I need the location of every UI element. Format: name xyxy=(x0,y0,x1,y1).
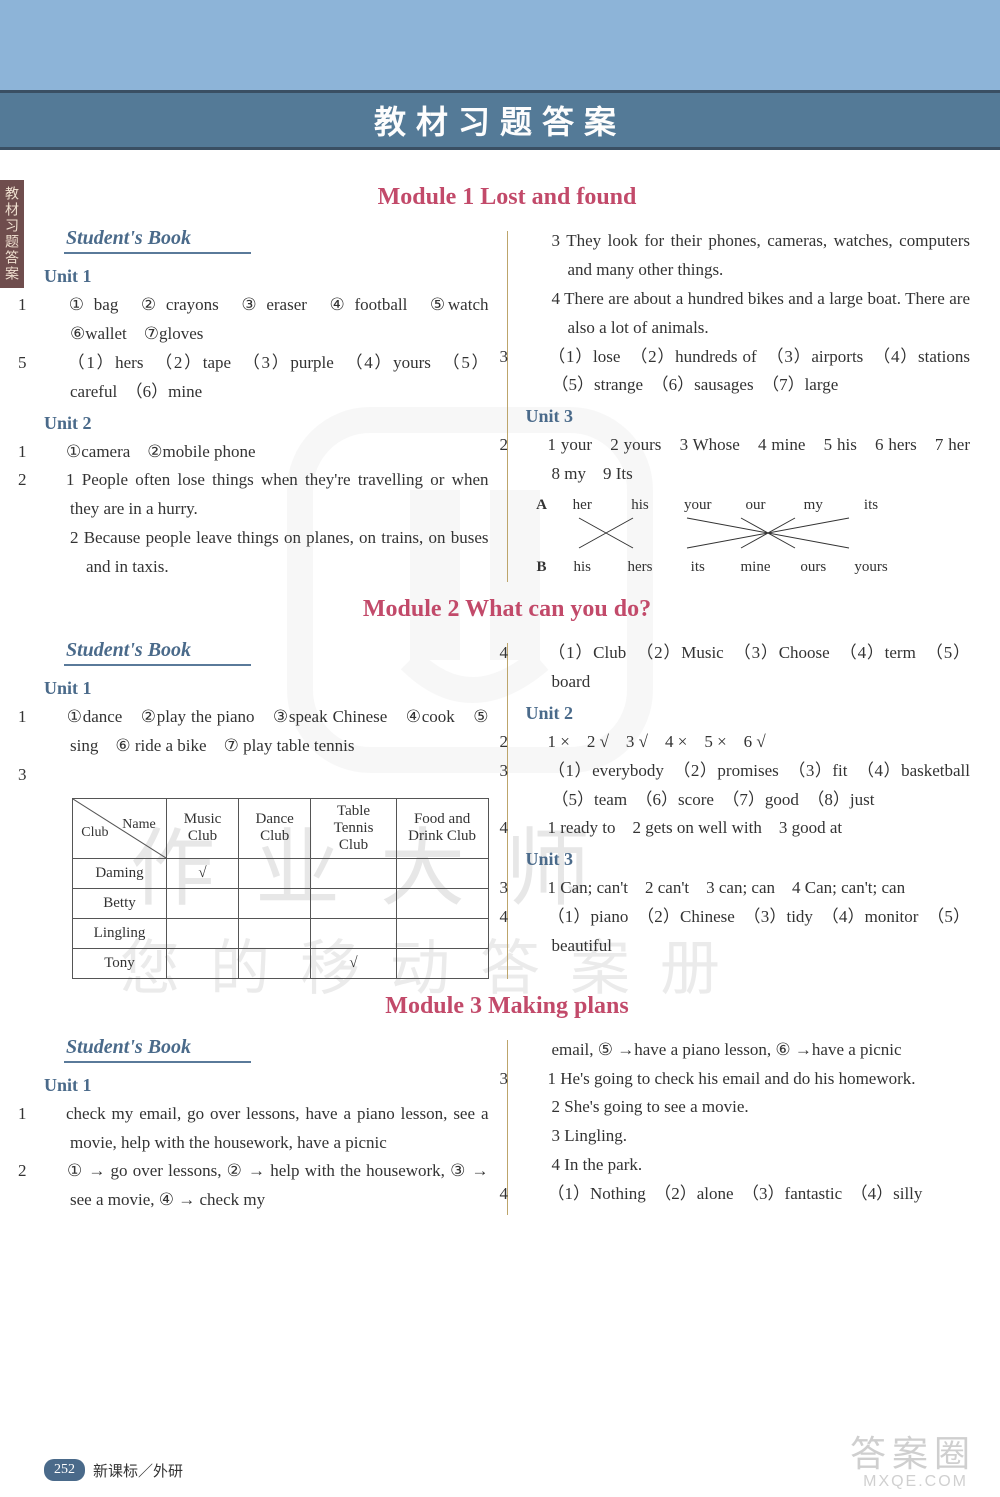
table-row: Betty xyxy=(73,888,489,918)
students-book-heading: Student's Book xyxy=(64,1036,251,1063)
page-number-badge: 252 xyxy=(44,1459,85,1481)
module-2-right: 4（1）Club （2）Music （3）Choose （4）term （5）b… xyxy=(526,639,971,979)
side-tab: 教材习题答案 xyxy=(0,180,24,288)
side-tab-text: 教材习题答案 xyxy=(3,186,18,282)
matching-diagram: A her his your our my its B xyxy=(532,495,971,578)
table-header: Music Club xyxy=(167,798,239,858)
module-3-columns: Student's Book Unit 1 1check my email, g… xyxy=(44,1036,970,1216)
answer-line: 41 ready to 2 gets on well with 3 good a… xyxy=(526,814,971,843)
module-1-columns: Student's Book Unit 1 1① bag ② crayons ③… xyxy=(44,227,970,582)
table-header: Food and Drink Club xyxy=(396,798,488,858)
unit-heading: Unit 1 xyxy=(44,266,489,287)
table-header: Dance Club xyxy=(239,798,311,858)
module-3-right: email, ⑤ →have a piano lesson, ⑥ →have a… xyxy=(526,1036,971,1216)
answer-line: 3 They look for their phones, cameras, w… xyxy=(526,227,971,285)
unit-heading: Unit 3 xyxy=(526,406,971,427)
answer-line: 31 Can; can't 2 can't 3 can; can 4 Can; … xyxy=(526,874,971,903)
answer-line: 3（1）lose （2）hundreds of （3）airports （4）s… xyxy=(526,343,971,401)
main-title-bar: 教材习题答案 xyxy=(0,90,1000,150)
module-3-left: Student's Book Unit 1 1check my email, g… xyxy=(44,1036,489,1216)
watermark-mx: MXQE.COM xyxy=(863,1473,968,1491)
module-1-title: Module 1 Lost and found xyxy=(44,184,970,211)
module-1-right: 3 They look for their phones, cameras, w… xyxy=(526,227,971,582)
table-row: Tony√ xyxy=(73,948,489,978)
club-table: Club Name Music Club Dance Club Table Te… xyxy=(72,798,489,979)
answer-line: 31 He's going to check his email and do … xyxy=(526,1065,971,1094)
students-book-heading: Student's Book xyxy=(64,227,251,254)
matching-lines-icon xyxy=(552,516,912,550)
answer-line: 4（1）piano （2）Chinese （3）tidy （4）monitor … xyxy=(526,903,971,961)
answer-line: 3（1）everybody （2）promises （3）fit （4）bask… xyxy=(526,757,971,815)
answer-line: 1① bag ② crayons ③ eraser ④ football ⑤wa… xyxy=(44,291,489,349)
answer-line: 4 There are about a hundred bikes and a … xyxy=(526,285,971,343)
answer-line: 4 In the park. xyxy=(526,1151,971,1180)
module-2-columns: Student's Book Unit 1 1①dance ②play the … xyxy=(44,639,970,979)
answer-line: 3 xyxy=(44,761,489,790)
module-2-left: Student's Book Unit 1 1①dance ②play the … xyxy=(44,639,489,979)
unit-heading: Unit 1 xyxy=(44,1075,489,1096)
answer-line: 3 Lingling. xyxy=(526,1122,971,1151)
page-footer: 252 新课标／外研 xyxy=(44,1459,183,1481)
module-3-title: Module 3 Making plans xyxy=(44,993,970,1020)
unit-heading: Unit 1 xyxy=(44,678,489,699)
main-title-text: 教材习题答案 xyxy=(374,97,626,143)
answer-line: email, ⑤ →have a piano lesson, ⑥ →have a… xyxy=(526,1036,971,1065)
column-divider xyxy=(507,231,508,582)
answer-line: 2 She's going to see a movie. xyxy=(526,1093,971,1122)
table-row: Club Name Music Club Dance Club Table Te… xyxy=(73,798,489,858)
table-header: Table Tennis Club xyxy=(311,798,396,858)
module-1-left: Student's Book Unit 1 1① bag ② crayons ③… xyxy=(44,227,489,582)
top-blue-bar xyxy=(0,0,1000,90)
table-row: Daming√ xyxy=(73,858,489,888)
answer-line: 1①dance ②play the piano ③speak Chinese ④… xyxy=(44,703,489,761)
watermark-corner: 答案圈 xyxy=(850,1425,976,1477)
answer-line: 21 your 2 yours 3 Whose 4 mine 5 his 6 h… xyxy=(526,431,971,489)
unit-heading: Unit 2 xyxy=(526,703,971,724)
students-book-heading: Student's Book xyxy=(64,639,251,666)
answer-line: 5（1）hers （2）tape （3）purple （4）yours （5）c… xyxy=(44,349,489,407)
page-content: Module 1 Lost and found Student's Book U… xyxy=(0,150,1000,1215)
answer-line: 1①camera ②mobile phone xyxy=(44,438,489,467)
answer-line: 21 × 2 √ 3 √ 4 × 5 × 6 √ xyxy=(526,728,971,757)
answer-line: 2① → go over lessons, ② → help with the … xyxy=(44,1157,489,1215)
answer-line: 4（1）Nothing （2）alone （3）fantastic （4）sil… xyxy=(526,1180,971,1209)
unit-heading: Unit 2 xyxy=(44,413,489,434)
answer-line: 4（1）Club （2）Music （3）Choose （4）term （5）b… xyxy=(526,639,971,697)
table-row: Lingling xyxy=(73,918,489,948)
footer-label: 新课标／外研 xyxy=(93,1460,183,1481)
table-diagonal-header: Club Name xyxy=(73,798,167,858)
answer-line: 1check my email, go over lessons, have a… xyxy=(44,1100,489,1158)
answer-line: 2 Because people leave things on planes,… xyxy=(44,524,489,582)
unit-heading: Unit 3 xyxy=(526,849,971,870)
answer-line: 21 People often lose things when they're… xyxy=(44,466,489,524)
module-2-title: Module 2 What can you do? xyxy=(44,596,970,623)
